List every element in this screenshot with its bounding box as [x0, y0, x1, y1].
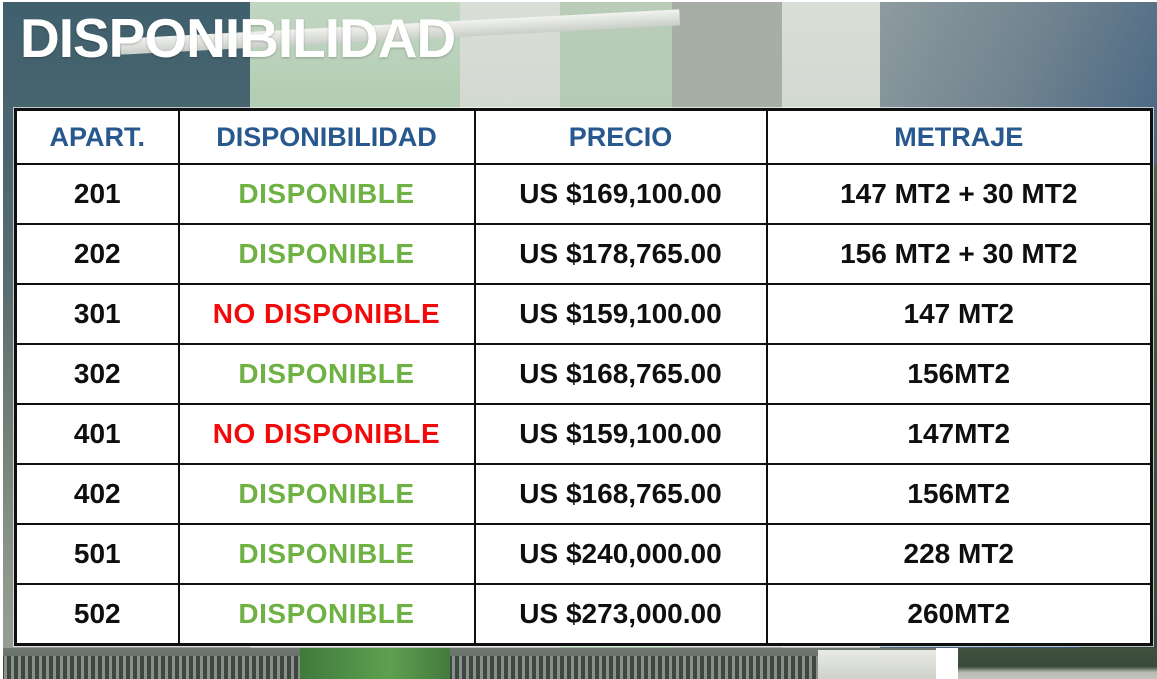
apart-cell: 302	[14, 343, 180, 405]
photo-gutter	[936, 648, 958, 679]
price-cell: US $159,100.00	[473, 403, 768, 465]
col-header-metraje: METRAJE	[765, 108, 1153, 165]
size-cell: 147 MT2 + 30 MT2	[765, 163, 1153, 225]
apart-cell: 502	[14, 583, 180, 646]
price-cell: US $178,765.00	[473, 223, 768, 285]
table-row: 201 DISPONIBLE US $169,100.00 147 MT2 + 30 …	[14, 163, 1153, 225]
fence-strip	[0, 656, 940, 679]
status-cell: NO DISPONIBLE	[177, 283, 476, 345]
availability-table-container: APART. DISPONIBILIDAD PRECIO METRAJE 201…	[14, 108, 1153, 646]
apart-cell: 501	[14, 523, 180, 585]
table-row: 402 DISPONIBLE US $168,765.00 156MT2	[14, 463, 1153, 525]
slide-edge-left	[0, 0, 3, 679]
status-cell: DISPONIBLE	[177, 523, 476, 585]
apart-cell: 201	[14, 163, 180, 225]
vegetation-bottom-right	[958, 648, 1157, 679]
size-cell: 156 MT2 + 30 MT2	[765, 223, 1153, 285]
table-row: 301 NO DISPONIBLE US $159,100.00 147 MT2	[14, 283, 1153, 345]
col-header-precio: PRECIO	[473, 108, 768, 165]
table-row: 401 NO DISPONIBLE US $159,100.00 147MT2	[14, 403, 1153, 465]
price-cell: US $169,100.00	[473, 163, 768, 225]
header-row: APART. DISPONIBILIDAD PRECIO METRAJE	[14, 108, 1153, 165]
status-cell: DISPONIBLE	[177, 583, 476, 646]
status-cell: DISPONIBLE	[177, 223, 476, 285]
price-cell: US $159,100.00	[473, 283, 768, 345]
size-cell: 147 MT2	[765, 283, 1153, 345]
status-cell: NO DISPONIBLE	[177, 403, 476, 465]
hedge	[300, 648, 450, 679]
size-cell: 156MT2	[765, 343, 1153, 405]
table-row: 202 DISPONIBLE US $178,765.00 156 MT2 + 30 …	[14, 223, 1153, 285]
apart-cell: 301	[14, 283, 180, 345]
col-header-apart: APART.	[14, 108, 180, 165]
apart-cell: 202	[14, 223, 180, 285]
table-row: 501 DISPONIBLE US $240,000.00 228 MT2	[14, 523, 1153, 585]
status-cell: DISPONIBLE	[177, 163, 476, 225]
page-title: DISPONIBILIDAD	[20, 7, 456, 69]
price-cell: US $168,765.00	[473, 343, 768, 405]
size-cell: 260MT2	[765, 583, 1153, 646]
price-cell: US $168,765.00	[473, 463, 768, 525]
availability-table: APART. DISPONIBILIDAD PRECIO METRAJE 201…	[14, 108, 1153, 646]
size-cell: 156MT2	[765, 463, 1153, 525]
price-cell: US $240,000.00	[473, 523, 768, 585]
status-cell: DISPONIBLE	[177, 463, 476, 525]
size-cell: 228 MT2	[765, 523, 1153, 585]
table-row: 302 DISPONIBLE US $168,765.00 156MT2	[14, 343, 1153, 405]
col-header-disponibilidad: DISPONIBILIDAD	[177, 108, 476, 165]
slide-edge-top	[0, 0, 1157, 2]
size-cell: 147MT2	[765, 403, 1153, 465]
gate-pillar	[818, 650, 936, 679]
status-cell: DISPONIBLE	[177, 343, 476, 405]
price-cell: US $273,000.00	[473, 583, 768, 646]
apart-cell: 401	[14, 403, 180, 465]
table-row: 502 DISPONIBLE US $273,000.00 260MT2	[14, 583, 1153, 646]
apart-cell: 402	[14, 463, 180, 525]
